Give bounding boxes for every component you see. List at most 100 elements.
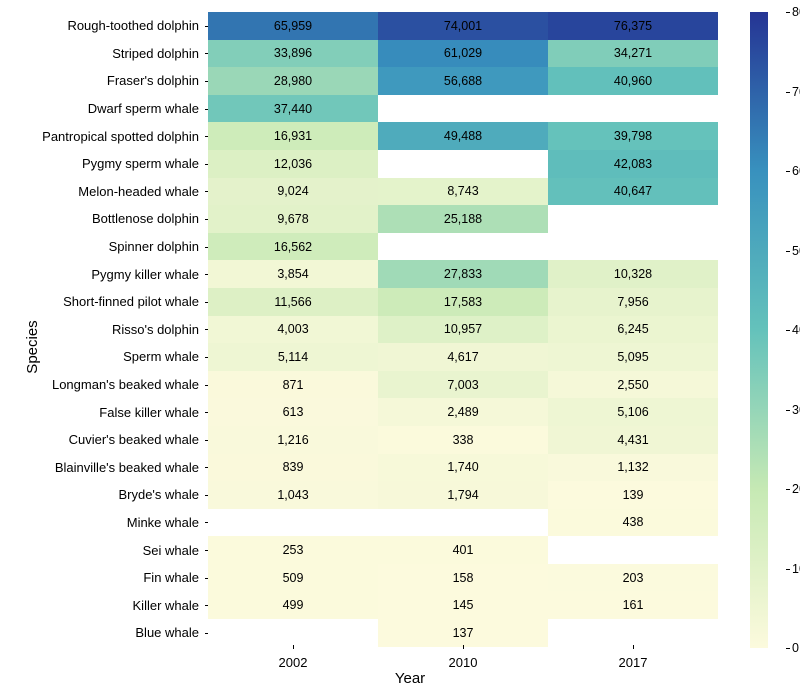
heatmap-cell: 74,001 xyxy=(378,12,548,40)
heatmap-cell: 33,896 xyxy=(208,40,378,68)
heatmap-cell: 10,957 xyxy=(378,316,548,344)
y-tick-label: Killer whale xyxy=(0,591,205,619)
heatmap-cell: 9,024 xyxy=(208,178,378,206)
heatmap-row: 499145161 xyxy=(208,591,718,619)
heatmap-row: 8391,7401,132 xyxy=(208,454,718,482)
y-tick-label: Minke whale xyxy=(0,509,205,537)
heatmap-cell: 145 xyxy=(378,591,548,619)
heatmap-row: 3,85427,83310,328 xyxy=(208,260,718,288)
heatmap-row: 65,95974,00176,375 xyxy=(208,12,718,40)
heatmap-cell: 40,960 xyxy=(548,67,718,95)
heatmap-chart: Species Year Rough-toothed dolphinStripe… xyxy=(0,0,800,693)
colorbar-gradient xyxy=(750,12,768,648)
colorbar-tick-label: 80000 xyxy=(792,5,800,19)
y-tick-label: Bottlenose dolphin xyxy=(0,205,205,233)
heatmap-cell: 10,328 xyxy=(548,260,718,288)
heatmap-row: 9,67825,188 xyxy=(208,205,718,233)
y-tick-label: Fin whale xyxy=(0,564,205,592)
heatmap-row: 253401 xyxy=(208,536,718,564)
heatmap-cell: 338 xyxy=(378,426,548,454)
heatmap-cell: 7,956 xyxy=(548,288,718,316)
heatmap-row: 1,2163384,431 xyxy=(208,426,718,454)
colorbar-tick-label: 70000 xyxy=(792,85,800,99)
heatmap-cell xyxy=(548,233,718,261)
heatmap-row: 9,0248,74340,647 xyxy=(208,178,718,206)
y-tick-label: Pygmy killer whale xyxy=(0,260,205,288)
y-tick-label: Sei whale xyxy=(0,536,205,564)
heatmap-cell: 37,440 xyxy=(208,95,378,123)
heatmap-cell: 871 xyxy=(208,371,378,399)
heatmap-cell: 139 xyxy=(548,481,718,509)
heatmap-row: 4,00310,9576,245 xyxy=(208,316,718,344)
heatmap-cell xyxy=(548,619,718,647)
heatmap-cell: 49,488 xyxy=(378,122,548,150)
heatmap-cell: 1,794 xyxy=(378,481,548,509)
heatmap-cell xyxy=(208,619,378,647)
colorbar xyxy=(750,12,768,648)
y-tick-label: Melon-headed whale xyxy=(0,178,205,206)
x-axis-label: Year xyxy=(395,670,425,687)
heatmap-row: 6132,4895,106 xyxy=(208,398,718,426)
heatmap-cell: 17,583 xyxy=(378,288,548,316)
y-tick-label: Fraser's dolphin xyxy=(0,67,205,95)
heatmap-cell: 9,678 xyxy=(208,205,378,233)
heatmap-cell: 1,043 xyxy=(208,481,378,509)
heatmap-cell: 5,095 xyxy=(548,343,718,371)
y-tick-label: Short-finned pilot whale xyxy=(0,288,205,316)
heatmap-cell: 161 xyxy=(548,591,718,619)
heatmap-cell: 39,798 xyxy=(548,122,718,150)
heatmap-cell xyxy=(208,509,378,537)
heatmap-cell xyxy=(378,150,548,178)
x-tick-label: 2017 xyxy=(548,649,718,670)
y-tick-label: False killer whale xyxy=(0,398,205,426)
heatmap-cell: 16,931 xyxy=(208,122,378,150)
heatmap-cell: 5,106 xyxy=(548,398,718,426)
colorbar-tick-label: 10000 xyxy=(792,562,800,576)
y-tick-label: Blainville's beaked whale xyxy=(0,454,205,482)
heatmap-cell: 27,833 xyxy=(378,260,548,288)
heatmap-cell: 253 xyxy=(208,536,378,564)
heatmap-cell: 499 xyxy=(208,591,378,619)
heatmap-row: 1,0431,794139 xyxy=(208,481,718,509)
y-tick-label: Blue whale xyxy=(0,619,205,647)
heatmap-row: 8717,0032,550 xyxy=(208,371,718,399)
heatmap-row: 509158203 xyxy=(208,564,718,592)
heatmap-row: 28,98056,68840,960 xyxy=(208,67,718,95)
heatmap-cell: 4,617 xyxy=(378,343,548,371)
heatmap-cell: 1,216 xyxy=(208,426,378,454)
y-tick-label: Dwarf sperm whale xyxy=(0,95,205,123)
heatmap-cell: 4,431 xyxy=(548,426,718,454)
heatmap-cell: 2,489 xyxy=(378,398,548,426)
heatmap-cell xyxy=(548,536,718,564)
heatmap-cell: 6,245 xyxy=(548,316,718,344)
heatmap-cell: 34,271 xyxy=(548,40,718,68)
heatmap-cell: 28,980 xyxy=(208,67,378,95)
heatmap-cell: 25,188 xyxy=(378,205,548,233)
heatmap-cell: 839 xyxy=(208,454,378,482)
y-tick-label: Striped dolphin xyxy=(0,40,205,68)
heatmap-cell: 5,114 xyxy=(208,343,378,371)
heatmap-row: 438 xyxy=(208,509,718,537)
heatmap-cell: 16,562 xyxy=(208,233,378,261)
y-tick-label: Risso's dolphin xyxy=(0,316,205,344)
y-tick-label: Pygmy sperm whale xyxy=(0,150,205,178)
heatmap-cell: 1,132 xyxy=(548,454,718,482)
heatmap-cell xyxy=(378,95,548,123)
heatmap-row: 16,93149,48839,798 xyxy=(208,122,718,150)
heatmap-cell: 7,003 xyxy=(378,371,548,399)
heatmap-cell: 8,743 xyxy=(378,178,548,206)
heatmap-cell: 61,029 xyxy=(378,40,548,68)
heatmap-cell: 438 xyxy=(548,509,718,537)
heatmap-cell: 56,688 xyxy=(378,67,548,95)
heatmap-row: 37,440 xyxy=(208,95,718,123)
y-tick-label: Spinner dolphin xyxy=(0,233,205,261)
heatmap-cell: 509 xyxy=(208,564,378,592)
colorbar-tick-label: 50000 xyxy=(792,244,800,258)
heatmap-grid: 65,95974,00176,37533,89661,02934,27128,9… xyxy=(208,12,718,647)
x-axis-ticks: 200220102017 xyxy=(208,649,718,670)
heatmap-cell: 401 xyxy=(378,536,548,564)
x-tick-label: 2002 xyxy=(208,649,378,670)
heatmap-cell: 40,647 xyxy=(548,178,718,206)
heatmap-cell: 4,003 xyxy=(208,316,378,344)
y-tick-label: Rough-toothed dolphin xyxy=(0,12,205,40)
